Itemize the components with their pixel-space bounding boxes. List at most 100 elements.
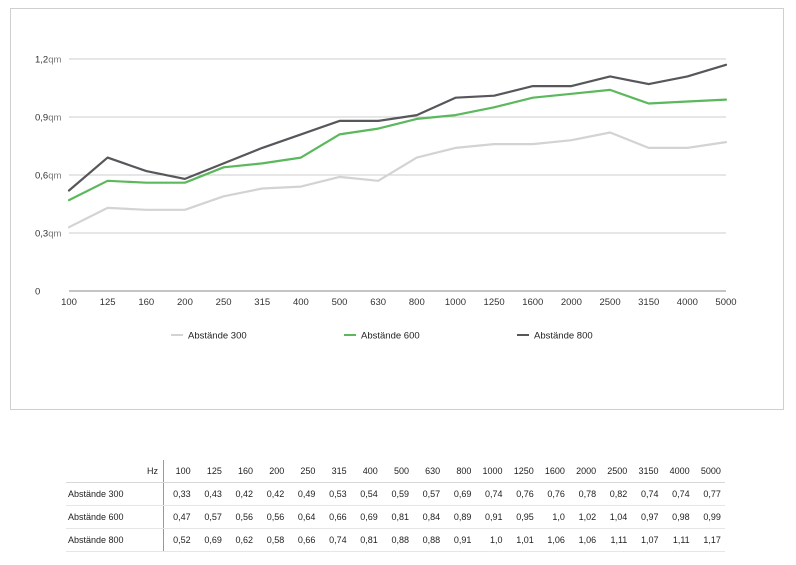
row-label: Abstände 800	[66, 528, 164, 552]
table-cell: 0,52	[163, 528, 195, 552]
x-axis-ticks: 100 125 160 200 250 315 400 500 630 800 1000 1250 16…	[61, 297, 737, 308]
column-header: 2500	[600, 460, 632, 483]
table-cell: 0,91	[475, 505, 507, 529]
series-layer	[67, 63, 728, 229]
column-header: 3150	[631, 460, 663, 483]
column-header: 400	[350, 460, 382, 483]
y-tick-label: 1,2qm	[35, 55, 62, 66]
table-cell: 0,54	[350, 482, 382, 506]
table-cell: 1,06	[537, 528, 569, 552]
x-tick-label: 500	[332, 297, 348, 308]
column-header: 1000	[475, 460, 507, 483]
x-tick-label: 3150	[638, 297, 659, 308]
legend: Abstände 300 Abstände 600 Abstände 800	[171, 331, 593, 342]
table-cell: 1,02	[568, 505, 601, 529]
table-cell: 1,11	[662, 528, 694, 552]
column-header: 160	[225, 460, 258, 483]
table-cell: 1,17	[693, 528, 725, 552]
table-row: Abstände 800 0,52 0,69 0,62 0,58 0,66 0,74 0,81…	[66, 528, 725, 552]
table-cell: 0,69	[444, 482, 476, 506]
column-header: 250	[288, 460, 320, 483]
x-tick-label: 4000	[677, 297, 698, 308]
x-tick-label: 5000	[715, 297, 736, 308]
x-tick-label: 160	[138, 297, 154, 308]
series-line	[67, 63, 728, 192]
y-tick-unit: qm	[48, 229, 61, 240]
column-header: 100	[163, 460, 195, 483]
column-header: 200	[257, 460, 289, 483]
column-header: 5000	[693, 460, 725, 483]
row-label: Abstände 300	[66, 482, 164, 506]
data-table: Hz 100 125 160 200 250 315 400 500 630 800 1000 125…	[66, 460, 725, 552]
y-tick-value: 0,9	[35, 113, 48, 124]
table-cell: 0,77	[693, 482, 725, 506]
table-cell: 0,81	[350, 528, 382, 552]
row-label: Abstände 600	[66, 505, 164, 529]
table-cell: 0,58	[257, 528, 289, 552]
table-row: Abstände 300 0,33 0,43 0,42 0,42 0,49 0,53 0,54…	[66, 482, 725, 506]
y-tick-label: 0	[35, 287, 40, 298]
table-cell: 1,0	[537, 505, 569, 529]
x-tick-label: 1600	[522, 297, 543, 308]
x-tick-label: 200	[177, 297, 193, 308]
table-cell: 0,98	[662, 505, 694, 529]
column-header: 125	[194, 460, 226, 483]
table-cell: 1,11	[600, 528, 632, 552]
table-cell: 1,06	[568, 528, 601, 552]
table-cell: 1,04	[600, 505, 632, 529]
table-cell: 0,69	[194, 528, 226, 552]
y-tick-value: 0,6	[35, 171, 48, 182]
column-header: 630	[413, 460, 445, 483]
y-tick-label: 0,3qm	[35, 229, 62, 240]
table-cell: 1,0	[475, 528, 507, 552]
table-cell: 0,43	[194, 482, 226, 506]
table-cell: 1,07	[631, 528, 663, 552]
table-cell: 0,76	[537, 482, 569, 506]
table-header-row: Hz 100 125 160 200 250 315 400 500 630 800 1000 125…	[66, 460, 725, 483]
column-header: 4000	[662, 460, 694, 483]
table-cell: 0,82	[600, 482, 632, 506]
x-tick-label: 400	[293, 297, 309, 308]
x-tick-label: 630	[370, 297, 386, 308]
x-tick-label: 2500	[599, 297, 620, 308]
table-cell: 0,57	[194, 505, 226, 529]
column-header: 315	[319, 460, 351, 483]
y-tick-unit: qm	[48, 55, 61, 66]
x-tick-label: 250	[216, 297, 232, 308]
column-header: 1250	[506, 460, 538, 483]
table-cell: 0,59	[381, 482, 413, 506]
x-tick-label: 125	[100, 297, 116, 308]
table-cell: 0,78	[568, 482, 601, 506]
table-cell: 0,56	[257, 505, 289, 529]
table-cell: 0,74	[662, 482, 694, 506]
chart-frame: 0 0,3qm 0,6qm 0,9qm 1,2qm 100 125 160 200 250 315…	[10, 8, 784, 410]
table-cell: 0,64	[288, 505, 320, 529]
x-tick-label: 100	[61, 297, 77, 308]
x-tick-label: 1000	[445, 297, 466, 308]
table-cell: 0,42	[225, 482, 258, 506]
y-tick-unit: qm	[48, 171, 61, 182]
table-cell: 0,42	[257, 482, 289, 506]
table-cell: 0,62	[225, 528, 258, 552]
table-body: Abstände 300 0,33 0,43 0,42 0,42 0,49 0,53 0,54…	[66, 482, 725, 552]
table-cell: 0,66	[288, 528, 320, 552]
series-line	[67, 131, 728, 229]
x-tick-label: 2000	[561, 297, 582, 308]
y-tick-value: 0	[35, 287, 40, 298]
y-tick-label: 0,9qm	[35, 113, 62, 124]
legend-label: Abstände 300	[188, 331, 247, 342]
table-cell: 0,99	[693, 505, 725, 529]
column-header: 500	[381, 460, 413, 483]
table-cell: 0,66	[319, 505, 351, 529]
table-cell: 0,81	[381, 505, 413, 529]
table-cell: 0,84	[413, 505, 445, 529]
table-cell: 0,76	[506, 482, 538, 506]
y-tick-unit: qm	[48, 113, 61, 124]
column-header: 2000	[568, 460, 601, 483]
table-cell: 0,88	[381, 528, 413, 552]
x-tick-label: 315	[254, 297, 270, 308]
column-header: 1600	[537, 460, 569, 483]
table-cell: 0,74	[631, 482, 663, 506]
